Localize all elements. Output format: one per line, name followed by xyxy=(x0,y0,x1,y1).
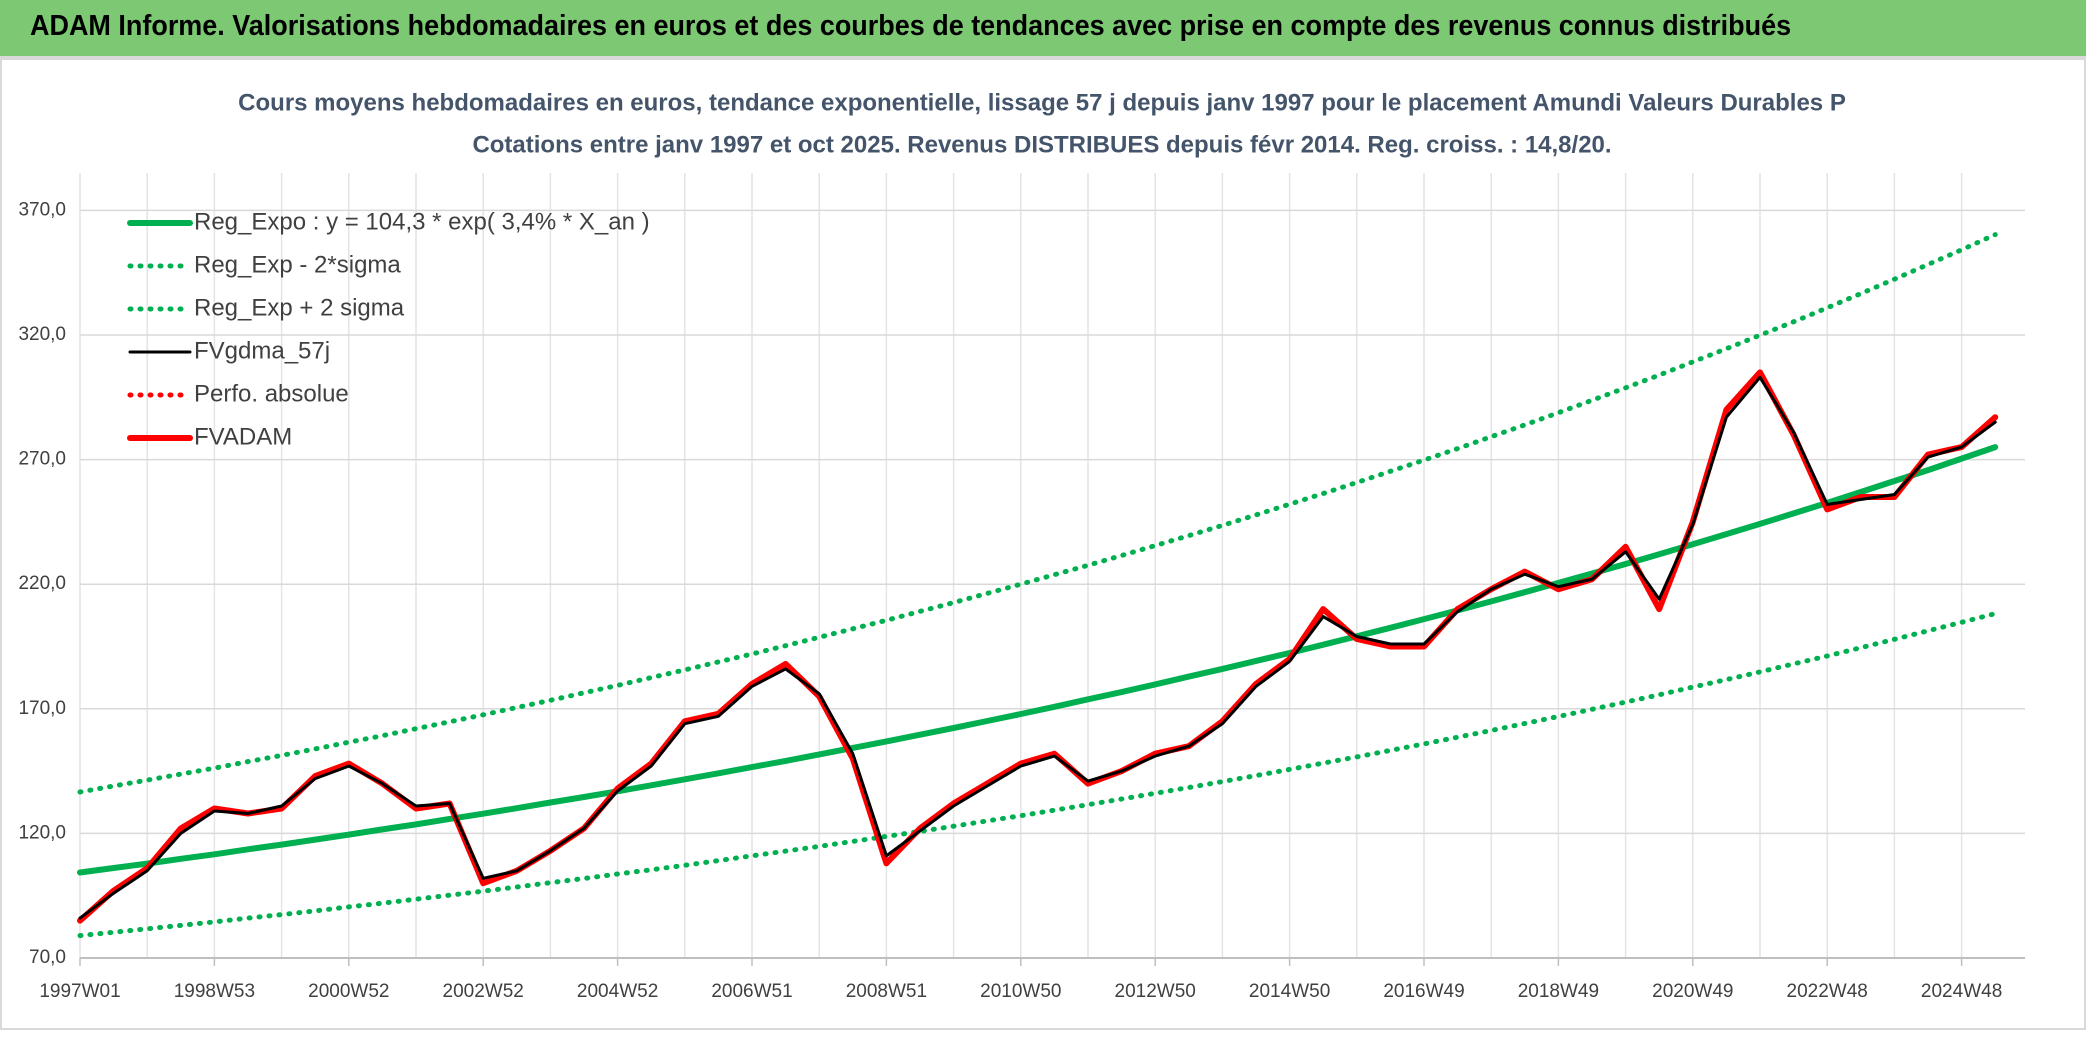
chart: Cours moyens hebdomadaires en euros, ten… xyxy=(0,58,2086,1030)
series-line xyxy=(77,232,1998,795)
x-tick-label: 1997W01 xyxy=(39,981,120,1002)
legend-label: Perfo. absolue xyxy=(194,380,349,407)
legend-label: FVgdma_57j xyxy=(194,337,330,364)
x-tick-label: 2000W52 xyxy=(308,981,389,1002)
x-tick-label: 2016W49 xyxy=(1383,981,1464,1002)
x-tick-label: 2022W48 xyxy=(1787,981,1868,1002)
legend-label: FVADAM xyxy=(194,423,292,450)
x-tick-label: 2002W52 xyxy=(443,981,524,1002)
legend-label: Reg_Expo : y = 104,3 * exp( 3,4% * X_an … xyxy=(194,208,650,235)
x-tick-label: 2012W50 xyxy=(1115,981,1196,1002)
x-tick-label: 2018W49 xyxy=(1518,981,1599,1002)
y-tick-label: 220,0 xyxy=(18,573,66,594)
y-tick-label: 170,0 xyxy=(18,698,66,719)
series-line xyxy=(77,444,1999,876)
series-line xyxy=(77,611,1998,939)
series-line xyxy=(78,375,1997,920)
legend-label: Reg_Exp + 2 sigma xyxy=(194,294,405,321)
y-tick-label: 320,0 xyxy=(18,324,66,345)
y-tick-label: 70,0 xyxy=(29,947,66,968)
x-tick-label: 2014W50 xyxy=(1249,981,1330,1002)
y-tick-label: 270,0 xyxy=(18,449,66,470)
chart-title: Cours moyens hebdomadaires en euros, ten… xyxy=(238,89,1846,116)
x-tick-label: 1998W53 xyxy=(174,981,255,1002)
x-tick-label: 2010W50 xyxy=(980,981,1061,1002)
header-title: ADAM Informe. Valorisations hebdomadaire… xyxy=(30,10,1792,42)
y-tick-label: 120,0 xyxy=(18,822,66,843)
chart-subtitle: Cotations entre janv 1997 et oct 2025. R… xyxy=(472,131,1611,158)
y-tick-label: 370,0 xyxy=(18,199,66,220)
x-tick-label: 2024W48 xyxy=(1921,981,2002,1002)
x-tick-label: 2008W51 xyxy=(846,981,927,1002)
x-tick-label: 2004W52 xyxy=(577,981,658,1002)
chart-frame xyxy=(0,58,2086,1030)
header: ADAM Informe. Valorisations hebdomadaire… xyxy=(0,0,2086,58)
x-tick-label: 2006W51 xyxy=(711,981,792,1002)
x-tick-label: 2020W49 xyxy=(1652,981,1733,1002)
legend-label: Reg_Exp - 2*sigma xyxy=(194,251,401,278)
